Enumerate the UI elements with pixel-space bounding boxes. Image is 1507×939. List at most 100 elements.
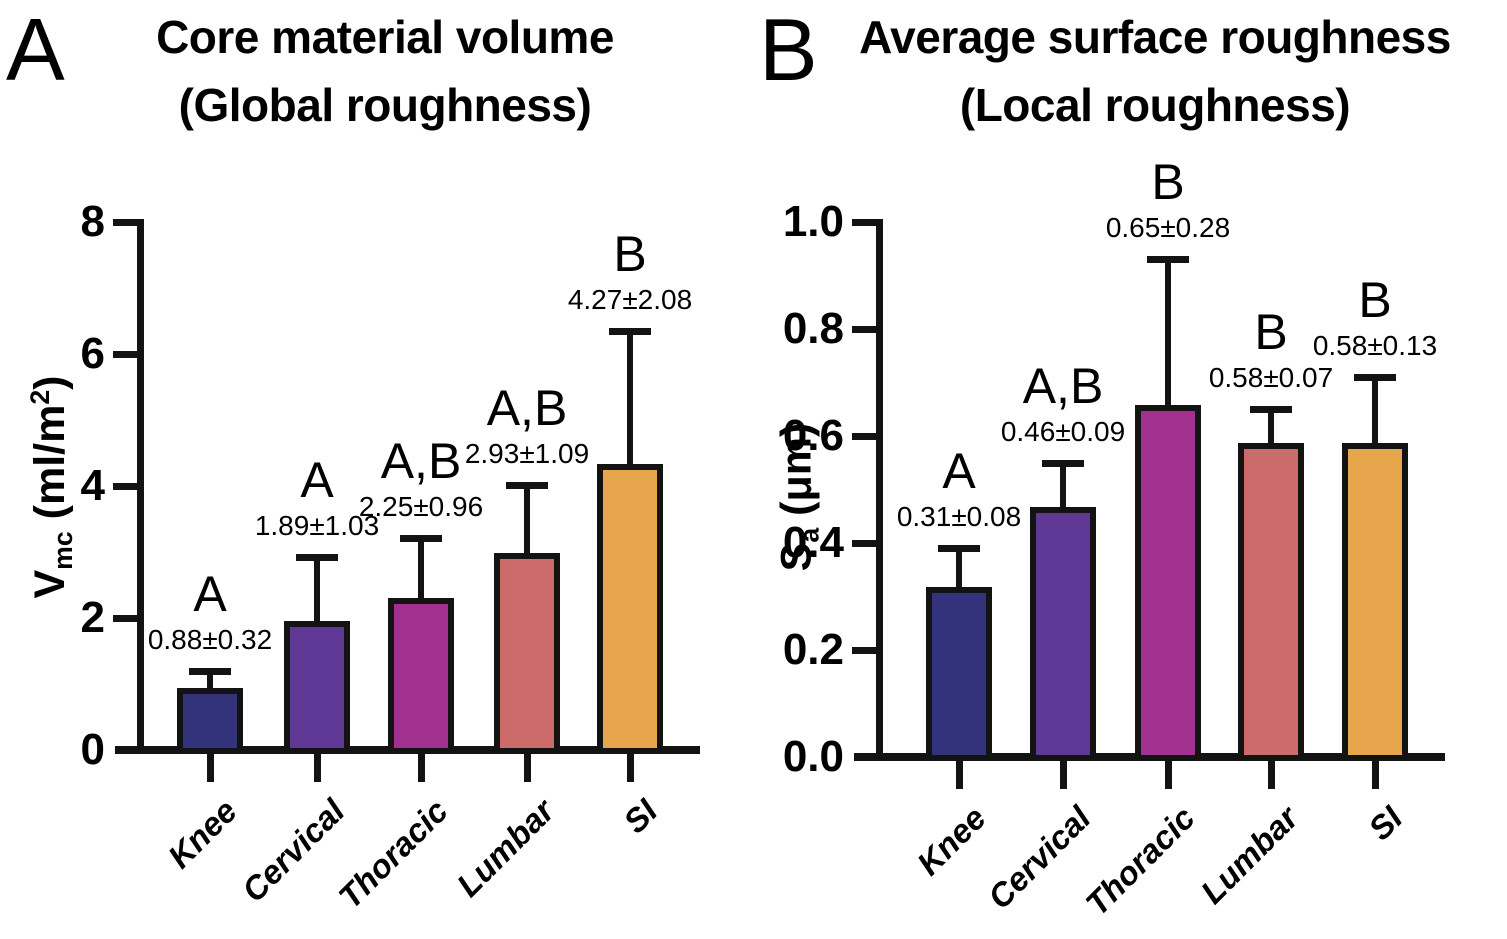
bar-thoracic: [1135, 405, 1201, 761]
x-tick: [418, 754, 425, 782]
error-bar-line: [1165, 259, 1171, 410]
panel-b-title-line2: (Local roughness): [959, 79, 1351, 131]
panel-a: A Core material volume (Global roughness…: [0, 0, 753, 939]
error-bar-cap: [1250, 406, 1292, 414]
error-bar-cap: [506, 481, 548, 489]
x-tick: [524, 754, 531, 782]
error-bar-line: [524, 484, 530, 557]
y-tick-label: 1.0: [782, 197, 844, 246]
x-tick: [1165, 761, 1172, 789]
error-bar-cap: [1147, 256, 1189, 264]
x-tick: [207, 754, 214, 782]
bar-lumbar: [494, 552, 560, 754]
y-axis-label-part: mc: [47, 531, 78, 570]
category-label: Knee: [160, 792, 245, 876]
error-bar-line: [1268, 409, 1274, 447]
panel-b-plot: 0.0 0.2 0.4 0.6 0.8 1.0 Sa (μm) 0.31±0.08 A Knee 0…: [753, 0, 1507, 939]
bar-knee: [177, 687, 243, 754]
bar-cervical: [1030, 506, 1096, 761]
y-axis-label-part: S: [772, 542, 821, 572]
y-tick: [852, 326, 876, 333]
y-tick-label: 2: [80, 593, 105, 642]
bar-knee: [926, 587, 992, 761]
sig-letter: A,B: [486, 379, 568, 436]
y-tick: [852, 647, 876, 654]
y-tick-label: 4: [80, 461, 105, 510]
sig-letter: A,B: [1022, 357, 1104, 414]
y-tick-label: 0.6: [782, 411, 844, 460]
error-bar-cap: [938, 545, 980, 553]
sig-letter: A,B: [380, 433, 462, 490]
value-label: 0.31±0.08: [896, 501, 1022, 533]
error-bar-cap: [189, 667, 231, 675]
y-axis-label-part: a: [794, 527, 825, 543]
panel-a-title-line1: Core material volume: [156, 11, 614, 63]
y-axis: [137, 219, 144, 754]
value-label: 2.93±1.09: [464, 437, 590, 469]
y-tick: [852, 219, 876, 226]
value-label: 0.58±0.07: [1208, 362, 1334, 394]
sig-letter: B: [1358, 272, 1392, 329]
y-tick-label: 6: [80, 329, 105, 378]
panel-a-plot: 0 2 4 6 8 Vmc (ml/m2) 0.88±0.32 A Knee 1.89±1.03 A…: [0, 0, 753, 939]
x-tick: [627, 754, 634, 782]
error-bar-line: [1372, 377, 1378, 447]
category-label: Lumbar: [449, 792, 562, 904]
x-tick: [314, 754, 321, 782]
value-label: 0.65±0.28: [1105, 212, 1231, 244]
panel-b-title-line1: Average surface roughness: [859, 11, 1451, 63]
error-bar-cap: [609, 327, 651, 335]
y-tick-label: 8: [80, 197, 105, 246]
bar-cervical: [284, 621, 350, 754]
sig-letter: B: [1151, 154, 1185, 211]
y-tick: [113, 615, 137, 622]
value-label: 1.89±1.03: [254, 510, 380, 542]
error-bar-cap: [400, 535, 442, 543]
y-tick-label: 0: [80, 725, 105, 774]
y-tick-label: 0.4: [782, 518, 844, 567]
y-axis-label-part: V: [25, 569, 74, 599]
value-label: 0.46±0.09: [1000, 415, 1126, 447]
error-bar-line: [207, 670, 213, 692]
panel-b: B Average surface roughness (Local rough…: [753, 0, 1507, 939]
panel-b-letter: B: [759, 0, 818, 99]
category-label: SI: [1360, 799, 1410, 848]
sig-letter: A: [942, 443, 976, 500]
x-tick: [956, 761, 963, 789]
y-tick: [113, 219, 137, 226]
error-bar-line: [1060, 462, 1066, 511]
panel-a-title-line2: (Global roughness): [178, 79, 592, 131]
y-tick-label: 0.2: [782, 625, 844, 674]
category-label: Lumbar: [1193, 799, 1306, 911]
y-tick: [113, 351, 137, 358]
category-label: Thoracic: [331, 792, 456, 916]
error-bar-line: [627, 330, 633, 469]
x-tick: [1268, 761, 1275, 789]
panel-a-letter: A: [6, 0, 65, 99]
y-tick-label: 0.8: [782, 304, 844, 353]
error-bar-line: [956, 548, 962, 592]
value-label: 4.27±2.08: [567, 283, 693, 315]
bar-si: [597, 464, 663, 754]
value-label: 0.58±0.13: [1312, 330, 1438, 362]
error-bar-cap: [296, 554, 338, 562]
bar-thoracic: [388, 597, 454, 754]
error-bar-cap: [1042, 459, 1084, 467]
x-tick: [1372, 761, 1379, 789]
bar-si: [1342, 442, 1408, 761]
sig-letter: A: [193, 565, 227, 622]
x-tick: [1060, 761, 1067, 789]
error-bar-line: [314, 557, 320, 626]
y-tick: [113, 483, 137, 490]
y-tick: [852, 433, 876, 440]
y-axis-label: Sa (μm): [773, 423, 826, 572]
y-axis-label-part: ): [25, 375, 74, 390]
sig-letter: B: [613, 225, 647, 282]
y-axis-label: Vmc (ml/m2): [25, 375, 79, 598]
error-bar-cap: [1354, 374, 1396, 382]
sig-letter: B: [1254, 304, 1288, 361]
sig-letter: A: [300, 452, 334, 509]
value-label: 0.88±0.32: [147, 623, 273, 655]
y-axis-label-part: 2: [25, 389, 56, 405]
